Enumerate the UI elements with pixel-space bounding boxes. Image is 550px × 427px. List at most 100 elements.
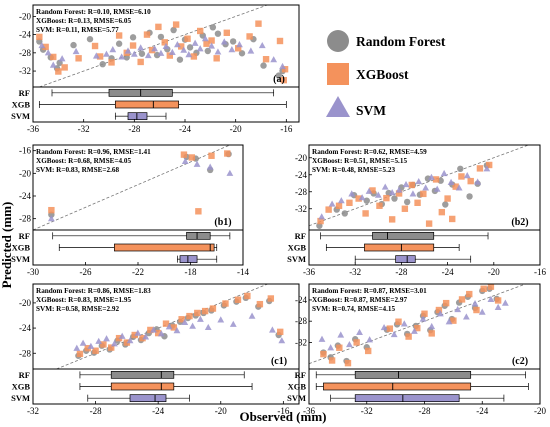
point-svm — [173, 326, 181, 334]
x-axis-label: Observed (mm) — [239, 409, 326, 424]
point-xgboost — [155, 23, 162, 31]
point-random-forest — [229, 38, 237, 45]
point-random-forest — [170, 26, 177, 34]
point-xgboost — [209, 305, 217, 312]
point-xgboost — [188, 154, 196, 161]
scatter-points — [318, 284, 509, 367]
panel-label: (c1) — [271, 356, 287, 367]
point-svm — [87, 342, 95, 349]
point-xgboost — [194, 309, 201, 317]
box-iqr — [323, 382, 472, 391]
point-svm — [168, 48, 176, 55]
point-xgboost — [325, 206, 332, 213]
point-random-forest — [99, 61, 106, 68]
point-xgboost — [395, 318, 402, 325]
point-xgboost — [449, 215, 456, 223]
point-xgboost — [100, 341, 107, 348]
point-xgboost — [222, 300, 229, 307]
point-xgboost — [346, 199, 353, 206]
point-random-forest — [214, 30, 222, 37]
point-svm — [318, 213, 326, 220]
point-xgboost — [401, 205, 409, 212]
panel-frame — [308, 144, 541, 266]
x-tick-label: -36 — [303, 267, 315, 277]
point-random-forest — [70, 41, 77, 49]
point-random-forest — [204, 47, 211, 55]
point-svm — [258, 41, 266, 49]
point-svm — [455, 184, 463, 191]
point-svm — [49, 61, 57, 68]
point-random-forest — [260, 62, 267, 69]
boxplot-svm: SVM — [11, 393, 190, 403]
point-xgboost — [55, 68, 62, 75]
metrics-annotation: Random Forest: R=0.87, RMSE=3.01 — [312, 287, 427, 295]
point-svm — [181, 318, 189, 326]
legend-label-svm: SVM — [356, 103, 386, 118]
box-label-svm: SVM — [11, 254, 30, 264]
point-xgboost — [223, 29, 230, 36]
point-svm — [494, 303, 502, 310]
box-label-xgb: XGB — [12, 100, 31, 110]
y-tick-label: -28 — [19, 48, 31, 58]
boxplot-rf: RF — [19, 370, 245, 380]
point-xgboost — [91, 42, 99, 50]
point-xgboost — [129, 42, 137, 49]
point-svm — [454, 305, 462, 313]
point-random-forest — [153, 51, 161, 59]
x-tick-label: -24 — [442, 267, 454, 277]
point-svm — [196, 45, 204, 52]
point-svm — [462, 313, 470, 320]
point-xgboost — [161, 39, 168, 46]
box-label-svm: SVM — [287, 254, 306, 264]
box-label-rf: RF — [19, 231, 30, 241]
point-svm — [126, 337, 134, 344]
box-iqr — [186, 231, 211, 240]
box-iqr — [354, 370, 472, 379]
point-svm — [130, 50, 138, 57]
point-svm — [236, 41, 243, 48]
point-svm — [428, 173, 435, 180]
point-svm — [162, 42, 170, 50]
point-xgboost — [246, 33, 253, 40]
point-xgboost — [428, 330, 435, 337]
point-xgboost — [139, 334, 146, 342]
x-tick-label: -20 — [230, 124, 242, 134]
point-xgboost — [208, 152, 215, 159]
legend-marker-xgboost — [327, 63, 349, 85]
point-xgboost — [458, 296, 466, 303]
y-tick-label: -20 — [19, 168, 31, 178]
y-tick-label: -28 — [19, 348, 31, 358]
point-svm — [118, 332, 126, 339]
point-svm — [436, 310, 444, 317]
point-svm — [501, 299, 509, 306]
point-random-forest — [403, 198, 411, 206]
y-axis-label: Predicted (mm) — [0, 202, 14, 289]
point-xgboost — [317, 217, 324, 225]
point-xgboost — [458, 173, 465, 180]
metrics-annotation: XGBoost: R=0.87, RMSE=2.97 — [312, 296, 407, 304]
point-svm — [428, 322, 436, 330]
point-xgboost — [92, 347, 99, 354]
point-svm — [440, 169, 448, 177]
point-xgboost — [438, 208, 446, 216]
x-tick-label: -32 — [349, 267, 361, 277]
point-svm — [395, 186, 403, 193]
point-xgboost — [466, 290, 473, 298]
metrics-annotation: XGBoost: R=0.68, RMSE=4.05 — [36, 157, 131, 165]
point-xgboost — [421, 310, 428, 317]
point-svm — [471, 300, 479, 307]
point-xgboost — [320, 350, 327, 358]
metrics-annotation: SVM: R=0.58, RMSE=2.92 — [36, 305, 119, 313]
point-svm — [124, 47, 132, 54]
x-tick-label: -26 — [80, 267, 92, 277]
point-xgboost — [36, 33, 43, 41]
point-svm — [390, 330, 398, 338]
point-random-forest — [457, 165, 464, 172]
y-tick-label: -20 — [295, 153, 307, 163]
y-tick-label: -24 — [19, 191, 31, 201]
point-xgboost — [276, 37, 284, 45]
point-random-forest — [209, 24, 217, 31]
point-random-forest — [466, 193, 473, 200]
